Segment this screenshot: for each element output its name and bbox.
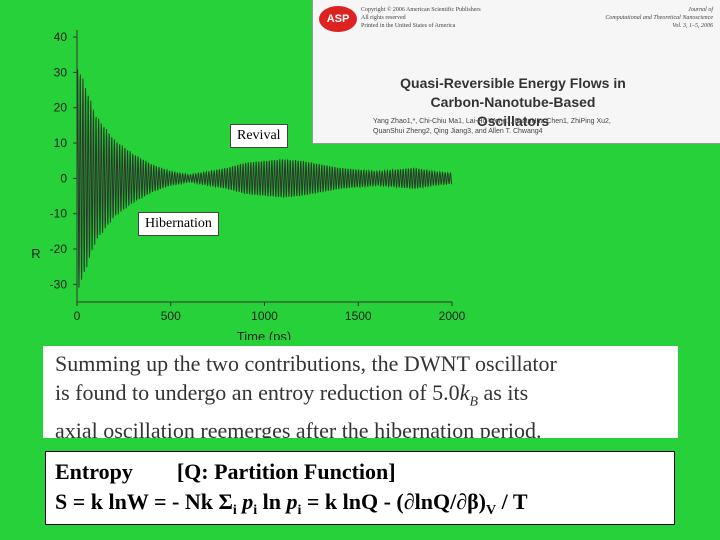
subscript: i [253, 503, 258, 518]
y-tick-label: 30 [54, 65, 68, 79]
x-tick-label: 2000 [439, 309, 466, 323]
subscript: i [297, 503, 302, 518]
x-ticks: 0 500 1000 1500 2000 [74, 302, 466, 323]
boltzmann-k: k [459, 380, 470, 405]
paper-authors: Yang Zhao1,*, Chi-Chiu Ma1, Lai-Ho Wong1… [373, 117, 713, 137]
journal-line: Computational and Theoretical Nanoscienc… [605, 15, 713, 21]
revival-callout: Revival [230, 124, 288, 148]
paper-header-image: ASP Copyright © 2006 American Scientific… [312, 0, 720, 144]
formula-part: / T [496, 489, 528, 514]
y-tick-label: 20 [54, 101, 68, 115]
formula-line-2: S = k lnW = - Nk Σi pi ln pi = k lnQ - (… [55, 487, 674, 524]
oscillation-chart: 40 30 20 10 0 -10 -20 -30 0 500 1000 1500 2000 Time… [31, 30, 466, 340]
y-tick-label: 40 [54, 30, 68, 44]
copyright-line: Copyright © 2006 American Scientific Pub… [361, 7, 481, 13]
paper-title-line: Quasi-Reversible Energy Flows in [400, 75, 626, 91]
excerpt-line: is found to undergo an entroy reduction … [55, 378, 666, 416]
formula-line-1: Entropy [Q: Partition Function] [55, 457, 674, 487]
asp-logo: ASP [319, 6, 357, 32]
authors-line: QuanShui Zheng2, Qing Jiang3, and Allen … [373, 128, 543, 135]
formula-part: ln [257, 489, 287, 514]
excerpt-line: axial oscillation reemerges after the hi… [55, 418, 542, 438]
excerpt-text: as its [478, 380, 529, 405]
x-tick-label: 1500 [345, 309, 372, 323]
entropy-heading: Entropy [55, 459, 133, 484]
formula-part: = k lnQ - (∂lnQ/∂β) [301, 489, 486, 514]
excerpt-text: is found to undergo an entroy reduction … [55, 380, 460, 405]
y-tick-label: -20 [50, 242, 68, 256]
y-tick-label: 0 [60, 171, 67, 185]
amplitude-series-line [76, 69, 453, 288]
x-axis-label: Time (ps) [237, 329, 291, 340]
journal-info: Journal of Computational and Theoretical… [605, 6, 713, 30]
excerpt-line: Summing up the two contributions, the DW… [55, 351, 557, 376]
y-tick-label: 10 [54, 136, 68, 150]
paper-title: Quasi-Reversible Energy Flows in Carbon-… [393, 74, 633, 131]
probability-p: p [242, 489, 254, 514]
copyright-line: Printed in the United States of America [361, 23, 456, 29]
subscript: V [486, 503, 497, 518]
y-axis-label: R [31, 246, 40, 261]
partition-function-note: [Q: Partition Function] [176, 459, 396, 484]
paper-excerpt: Summing up the two contributions, the DW… [43, 346, 678, 438]
x-tick-label: 500 [161, 309, 181, 323]
formula-part: S = k ln [55, 489, 127, 514]
x-tick-label: 0 [74, 309, 81, 323]
entropy-formula-box: Entropy [Q: Partition Function] S = k lnW… [45, 451, 675, 525]
subscript: i [232, 503, 237, 518]
boltzmann-sub: B [469, 394, 479, 410]
authors-line: Yang Zhao1,*, Chi-Chiu Ma1, Lai-Ho Wong1… [373, 118, 611, 125]
hibernation-callout: Hibernation [138, 212, 219, 236]
y-tick-label: -30 [50, 277, 68, 291]
probability-p: p [286, 489, 298, 514]
copyright-notice: Copyright © 2006 American Scientific Pub… [361, 6, 481, 30]
journal-line: Vol. 3, 1–5, 2006 [672, 23, 713, 29]
journal-line: Journal of [688, 7, 713, 13]
formula-part: W = - Nk [126, 489, 219, 514]
copyright-line: All rights reserved [361, 15, 406, 21]
paper-title-line: Carbon-Nanotube-Based Oscillators [430, 94, 596, 129]
y-ticks: 40 30 20 10 0 -10 -20 -30 [50, 30, 77, 291]
sigma-symbol: Σ [218, 489, 233, 514]
y-tick-label: -10 [50, 207, 68, 221]
x-tick-label: 1000 [251, 309, 278, 323]
